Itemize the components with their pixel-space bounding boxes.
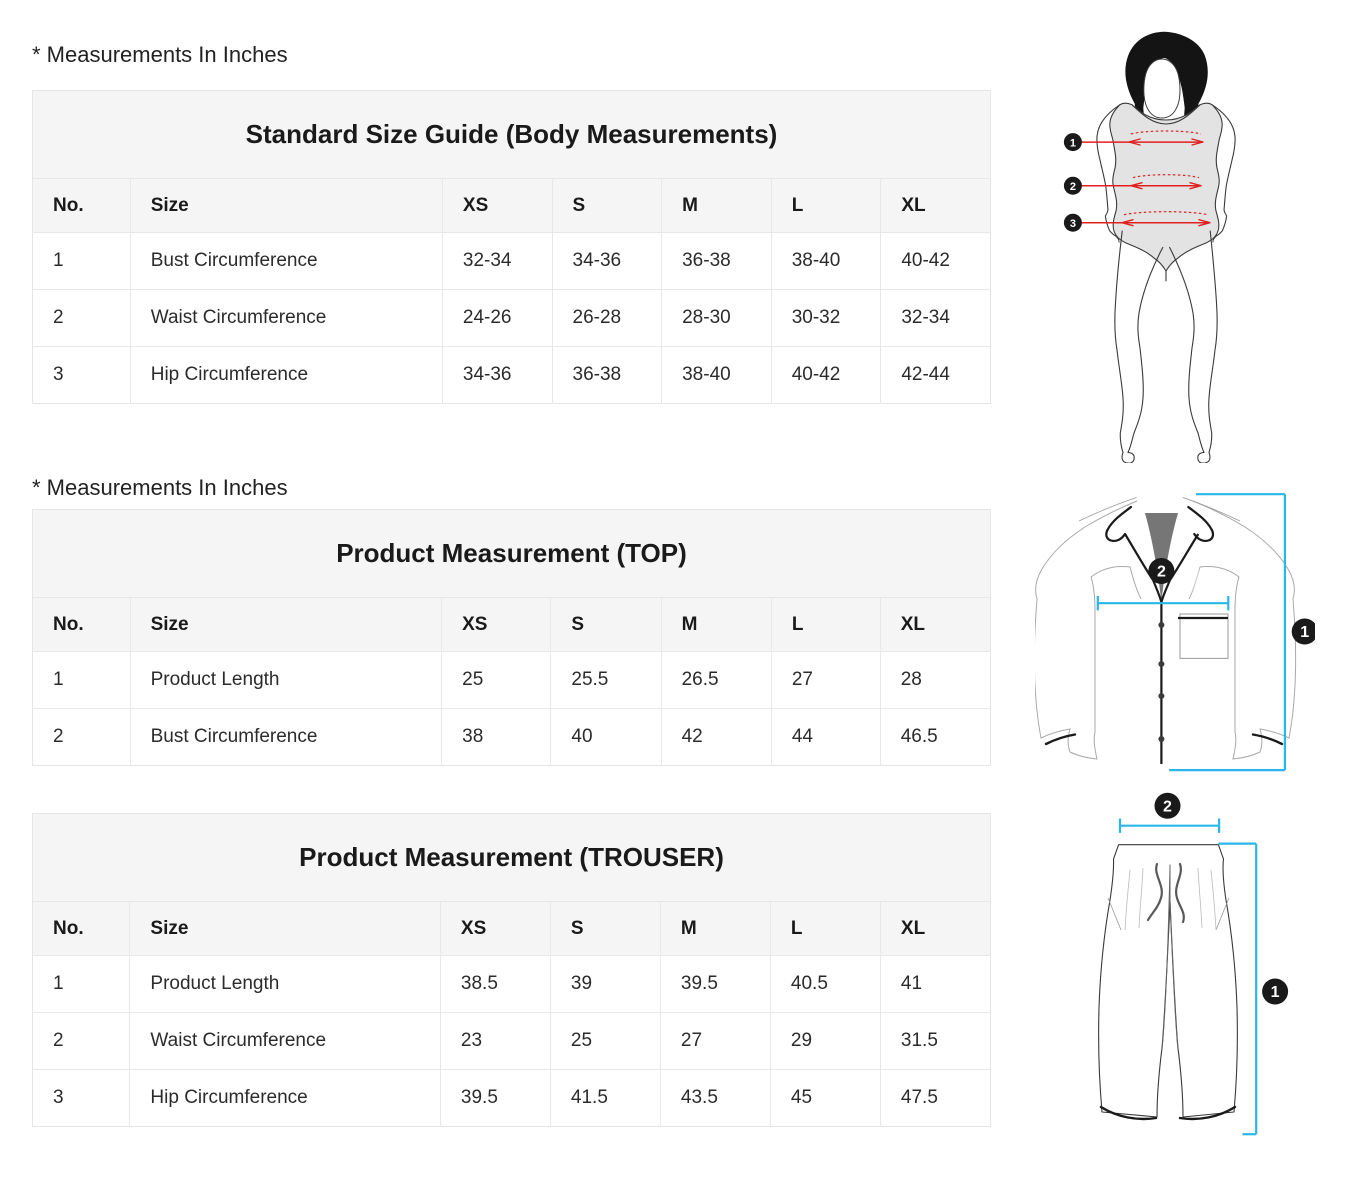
svg-text:1: 1 xyxy=(1271,984,1280,1001)
svg-text:3: 3 xyxy=(1070,218,1076,230)
svg-text:1: 1 xyxy=(1070,137,1076,149)
svg-text:2: 2 xyxy=(1070,181,1076,193)
svg-text:2: 2 xyxy=(1163,798,1172,815)
svg-text:1: 1 xyxy=(1300,624,1309,641)
svg-text:2: 2 xyxy=(1157,564,1166,581)
